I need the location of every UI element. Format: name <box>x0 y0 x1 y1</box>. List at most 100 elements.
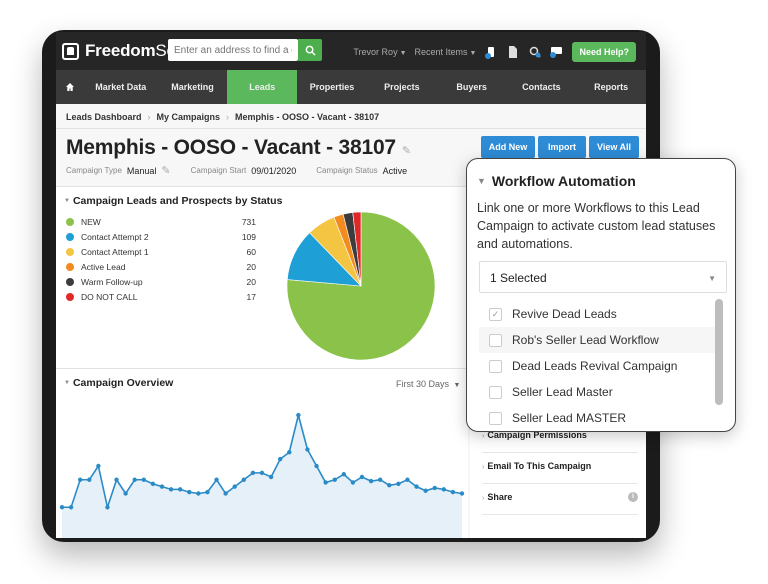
nav-reports[interactable]: Reports <box>594 82 629 92</box>
chevron-right-icon: › <box>482 495 485 502</box>
legend-count: 109 <box>241 232 256 242</box>
line-point[interactable] <box>159 484 165 489</box>
line-point[interactable] <box>277 456 283 462</box>
checkbox-icon[interactable] <box>489 359 502 373</box>
checkbox-icon[interactable] <box>489 411 502 425</box>
line-point[interactable] <box>168 487 174 492</box>
nav-market-data[interactable]: Market Data <box>95 82 147 92</box>
edit-pencil-icon[interactable]: ✎ <box>401 145 412 157</box>
document-icon[interactable] <box>506 45 520 59</box>
line-point[interactable] <box>432 485 437 491</box>
checkbox-checked-icon[interactable]: ✓ <box>489 307 502 321</box>
line-point[interactable] <box>123 491 128 496</box>
line-point[interactable] <box>459 491 465 496</box>
legend-count: 731 <box>241 217 256 227</box>
line-point[interactable] <box>187 489 192 495</box>
workflow-option[interactable]: Seller Lead MASTER <box>479 405 715 431</box>
line-point[interactable] <box>450 489 456 495</box>
workflow-option[interactable]: Rob's Seller Lead Workflow <box>479 327 715 353</box>
line-area-fill <box>62 415 462 538</box>
line-point[interactable] <box>396 481 401 487</box>
line-point[interactable] <box>250 470 256 476</box>
line-point[interactable] <box>68 505 74 510</box>
line-point[interactable] <box>423 488 428 493</box>
line-point[interactable] <box>214 477 219 482</box>
line-point[interactable] <box>132 477 137 482</box>
nav-leads[interactable]: Leads <box>227 70 298 104</box>
line-point[interactable] <box>377 477 383 482</box>
line-point[interactable] <box>350 480 356 485</box>
need-help-button[interactable]: Need Help? <box>572 42 636 62</box>
sidebar-item-email[interactable]: › Email To This Campaign <box>482 461 592 471</box>
line-point[interactable] <box>114 477 119 482</box>
workflow-title[interactable]: ▼ Workflow Automation <box>477 173 636 189</box>
line-point[interactable] <box>441 487 447 492</box>
line-point[interactable] <box>141 477 147 482</box>
line-point[interactable] <box>359 474 365 480</box>
add-new-button[interactable]: Add New <box>481 136 535 158</box>
line-point[interactable] <box>368 478 374 484</box>
workflow-option[interactable]: Dead Leads Revival Campaign <box>479 353 715 379</box>
line-point[interactable] <box>323 480 328 485</box>
info-icon[interactable]: i <box>628 492 638 502</box>
user-menu[interactable]: Trevor Roy ▼ <box>353 47 407 57</box>
sidebar-item-share[interactable]: › Share i <box>482 492 638 502</box>
search-button[interactable] <box>298 39 322 61</box>
line-point[interactable] <box>241 477 247 482</box>
edit-pencil-icon[interactable]: ✎ <box>161 165 171 177</box>
line-point[interactable] <box>150 481 156 487</box>
line-point[interactable] <box>196 491 201 496</box>
phone-icon[interactable] <box>484 45 498 59</box>
line-point[interactable] <box>341 472 347 477</box>
legend-label: Warm Follow-up <box>81 277 143 287</box>
line-point[interactable] <box>332 477 337 482</box>
line-point[interactable] <box>59 505 65 510</box>
nav-contacts[interactable]: Contacts <box>522 82 561 92</box>
recent-items-menu[interactable]: Recent Items ▼ <box>414 47 477 57</box>
brand-logo[interactable]: FreedomSoft <box>62 41 185 61</box>
line-point[interactable] <box>205 489 210 495</box>
chat-icon[interactable] <box>550 45 564 59</box>
magnifier-icon[interactable] <box>528 45 542 59</box>
workflow-select[interactable]: 1 Selected ▼ <box>479 261 727 293</box>
line-point[interactable] <box>387 483 392 488</box>
line-point[interactable] <box>414 484 419 489</box>
sidebar-item-permissions[interactable]: › Campaign Permissions <box>482 430 587 440</box>
nav-marketing[interactable]: Marketing <box>171 82 214 92</box>
chevron-down-icon: ▼ <box>469 50 477 57</box>
line-point[interactable] <box>232 484 237 489</box>
view-all-button[interactable]: View All <box>589 136 639 158</box>
line-point[interactable] <box>105 505 110 510</box>
nav-home[interactable] <box>56 70 84 104</box>
breadcrumb-leads-dashboard[interactable]: Leads Dashboard <box>66 112 142 122</box>
workflow-option[interactable]: ✓ Revive Dead Leads <box>479 301 715 327</box>
pie-slice-do-not-call[interactable] <box>352 211 362 287</box>
line-point[interactable] <box>259 470 265 476</box>
line-point[interactable] <box>296 412 301 418</box>
options-scrollbar[interactable] <box>715 299 723 405</box>
line-point[interactable] <box>305 447 310 452</box>
line-point[interactable] <box>268 474 274 480</box>
overview-panel-title[interactable]: ▼ Campaign Overview <box>64 377 174 389</box>
breadcrumb-my-campaigns[interactable]: My Campaigns <box>156 112 221 122</box>
line-point[interactable] <box>314 463 319 469</box>
line-point[interactable] <box>223 491 228 496</box>
line-point[interactable] <box>96 463 101 469</box>
period-dropdown[interactable]: First 30 Days ▼ <box>396 379 461 389</box>
line-point[interactable] <box>287 450 292 455</box>
workflow-option[interactable]: Seller Lead Master <box>479 379 715 405</box>
line-point[interactable] <box>77 477 83 482</box>
line-point[interactable] <box>177 487 183 492</box>
leads-panel-title[interactable]: ▼ Campaign Leads and Prospects by Status <box>64 195 283 207</box>
search-input[interactable] <box>168 39 298 61</box>
nav-properties[interactable]: Properties <box>309 82 355 92</box>
line-point[interactable] <box>405 477 410 482</box>
import-button[interactable]: Import <box>538 136 586 158</box>
checkbox-icon[interactable] <box>489 385 502 399</box>
collapse-triangle-icon: ▼ <box>64 198 70 204</box>
line-point[interactable] <box>87 477 92 482</box>
pie-slice-new[interactable] <box>286 211 436 361</box>
nav-projects[interactable]: Projects <box>384 82 420 92</box>
checkbox-icon[interactable] <box>489 333 502 347</box>
nav-buyers[interactable]: Buyers <box>456 82 487 92</box>
